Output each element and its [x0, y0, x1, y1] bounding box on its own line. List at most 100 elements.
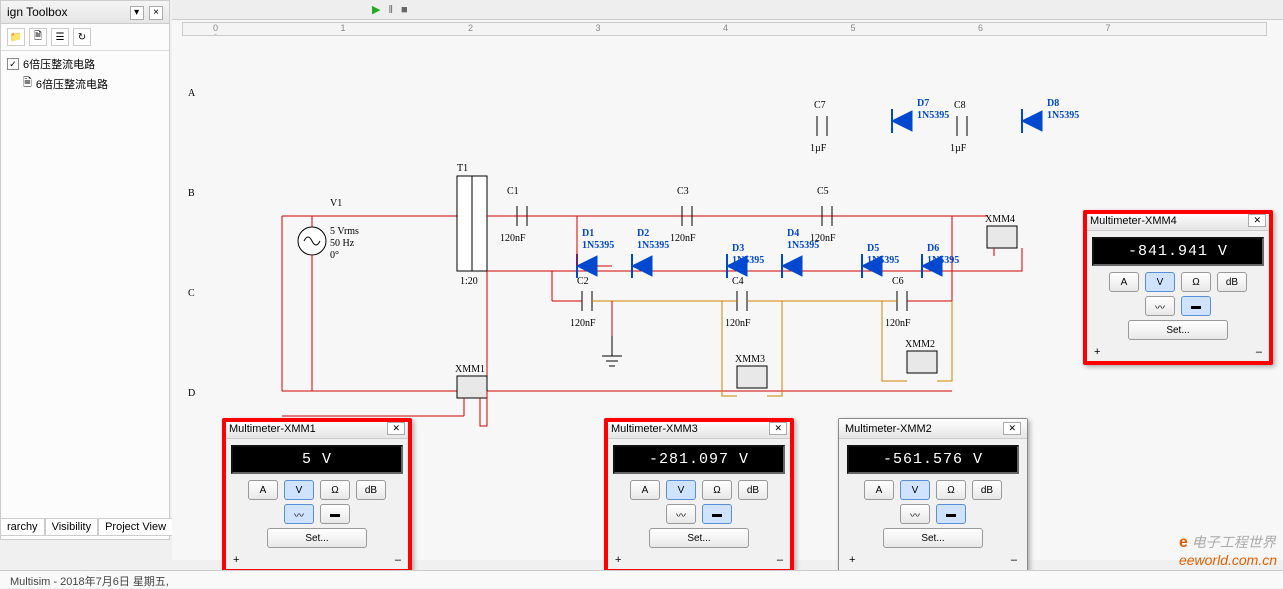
btn-A[interactable]: A	[248, 480, 278, 500]
toolbox-icon-open[interactable]: 📁	[7, 28, 25, 46]
svg-text:D4: D4	[787, 228, 799, 239]
svg-text:1:20: 1:20	[460, 276, 478, 287]
design-toolbox-panel: ign Toolbox ▾ × 📁 🗎 ☰ ↻ ✓ 6倍压整流电路 🗎 6倍压整…	[0, 0, 170, 540]
tree-child[interactable]: 🗎 6倍压整流电路	[23, 73, 163, 94]
svg-text:120nF: 120nF	[885, 318, 911, 329]
svg-text:0°: 0°	[330, 250, 339, 261]
toolbox-tabs: rarchy Visibility Project View	[0, 518, 173, 536]
toolbox-icon-refresh[interactable]: ↻	[73, 28, 91, 46]
svg-text:D2: D2	[637, 228, 649, 239]
svg-text:B: B	[188, 188, 195, 199]
svg-text:1N5395: 1N5395	[787, 240, 819, 251]
svg-text:1N5395: 1N5395	[867, 255, 899, 266]
svg-text:50 Hz: 50 Hz	[330, 238, 355, 249]
svg-text:D: D	[188, 388, 195, 399]
svg-text:C1: C1	[507, 186, 519, 197]
svg-text:1N5395: 1N5395	[917, 110, 949, 121]
pause-icon[interactable]: ‖	[388, 4, 393, 16]
svg-text:T1: T1	[457, 163, 468, 174]
svg-text:C5: C5	[817, 186, 829, 197]
xmm3-icon: XMM3	[722, 301, 782, 396]
toolbox-icons-bar: 📁 🗎 ☰ ↻	[1, 24, 169, 51]
design-tree: ✓ 6倍压整流电路 🗎 6倍压整流电路	[1, 51, 169, 98]
btn-dB[interactable]: dB	[356, 480, 386, 500]
meter-reading: -561.576 V	[847, 445, 1019, 474]
diode-row: D11N5395 D21N5395 D31N5395 D41N5395 D51N…	[577, 216, 959, 278]
btn-V[interactable]: V	[284, 480, 314, 500]
meter-title: Multimeter-XMM2	[845, 423, 932, 435]
tree-checkbox-icon[interactable]: ✓	[7, 58, 19, 70]
ruler-horizontal: 0 1 2 3 4 5 6 7 8	[182, 22, 1267, 36]
btn-set[interactable]: Set...	[267, 528, 367, 548]
svg-text:5 Vrms: 5 Vrms	[330, 226, 359, 237]
btn-Ohm[interactable]: Ω	[320, 480, 350, 500]
close-icon[interactable]: ✕	[387, 422, 405, 435]
svg-text:1N5395: 1N5395	[927, 255, 959, 266]
cap-c1: C1 120nF	[487, 186, 582, 244]
btn-dc[interactable]: ▬	[320, 504, 350, 524]
meter-title: Multimeter-XMM3	[611, 423, 698, 435]
tab-hierarchy[interactable]: rarchy	[0, 518, 45, 536]
tab-project-view[interactable]: Project View	[98, 518, 173, 536]
tree-doc-icon: 🗎	[23, 74, 32, 93]
close-icon[interactable]: ✕	[1003, 422, 1021, 435]
tree-root-label: 6倍压整流电路	[23, 56, 95, 72]
tree-child-label: 6倍压整流电路	[36, 76, 108, 92]
svg-text:1N5395: 1N5395	[732, 255, 764, 266]
svg-text:120nF: 120nF	[670, 233, 696, 244]
svg-text:D8: D8	[1047, 98, 1059, 109]
toolbox-titlebar: ign Toolbox ▾ ×	[1, 1, 169, 24]
svg-text:A: A	[188, 88, 196, 99]
toolbox-pin-icon[interactable]: ▾	[130, 6, 144, 20]
sim-toolbar: ▶ ‖ ■	[172, 0, 1283, 20]
cap-c3: C3 120nF	[670, 186, 696, 244]
svg-text:120nF: 120nF	[570, 318, 596, 329]
svg-text:XMM2: XMM2	[905, 339, 935, 350]
stop-icon[interactable]: ■	[401, 4, 408, 16]
play-icon[interactable]: ▶	[372, 3, 380, 16]
xmm1-icon: XMM1	[282, 364, 487, 426]
xmm2-icon: XMM2	[882, 301, 952, 381]
btn-ac[interactable]: 〰	[284, 504, 314, 524]
svg-text:C8: C8	[954, 100, 966, 111]
close-icon[interactable]: ✕	[769, 422, 787, 435]
svg-text:1µF: 1µF	[810, 143, 827, 154]
meter-title: Multimeter-XMM4	[1090, 215, 1177, 227]
cap-c5: C5120nF	[810, 186, 836, 244]
svg-text:120nF: 120nF	[725, 318, 751, 329]
svg-text:XMM4: XMM4	[985, 214, 1015, 225]
svg-text:C2: C2	[577, 276, 589, 287]
toolbox-title-text: ign Toolbox	[7, 5, 68, 19]
svg-text:XMM3: XMM3	[735, 354, 765, 365]
svg-text:C6: C6	[892, 276, 904, 287]
multimeter-xmm1[interactable]: Multimeter-XMM1✕ 5 V AVΩdB 〰▬ Set... +–	[222, 418, 412, 573]
tab-visibility[interactable]: Visibility	[45, 518, 99, 536]
svg-text:V1: V1	[330, 198, 342, 209]
toolbox-icon-pin[interactable]: ☰	[51, 28, 69, 46]
meter-reading: -841.941 V	[1092, 237, 1264, 266]
svg-text:D5: D5	[867, 243, 879, 254]
svg-text:D1: D1	[582, 228, 594, 239]
svg-text:C: C	[188, 288, 195, 299]
multimeter-xmm3[interactable]: Multimeter-XMM3✕ -281.097 V AVΩdB 〰▬ Set…	[604, 418, 794, 573]
svg-text:120nF: 120nF	[500, 233, 526, 244]
svg-text:1N5395: 1N5395	[582, 240, 614, 251]
svg-text:1N5395: 1N5395	[637, 240, 669, 251]
close-icon[interactable]: ✕	[1248, 214, 1266, 227]
status-bar: Multisim - 2018年7月6日 星期五,	[0, 570, 1283, 588]
meter-reading: -281.097 V	[613, 445, 785, 474]
svg-text:D6: D6	[927, 243, 939, 254]
svg-text:D3: D3	[732, 243, 744, 254]
multimeter-xmm4[interactable]: Multimeter-XMM4✕ -841.941 V AVΩdB 〰▬ Set…	[1083, 210, 1273, 365]
svg-text:D7: D7	[917, 98, 929, 109]
svg-text:C7: C7	[814, 100, 826, 111]
toolbox-close-icon[interactable]: ×	[149, 6, 163, 20]
multimeter-xmm2[interactable]: Multimeter-XMM2✕ -561.576 V AVΩdB 〰▬ Set…	[838, 418, 1028, 573]
svg-text:1µF: 1µF	[950, 143, 967, 154]
meter-reading: 5 V	[231, 445, 403, 474]
tree-root[interactable]: ✓ 6倍压整流电路	[7, 55, 163, 73]
toolbox-icon-new[interactable]: 🗎	[29, 28, 47, 46]
xmm4-icon: XMM4	[952, 214, 1022, 271]
svg-text:C3: C3	[677, 186, 689, 197]
svg-text:1N5395: 1N5395	[1047, 110, 1079, 121]
